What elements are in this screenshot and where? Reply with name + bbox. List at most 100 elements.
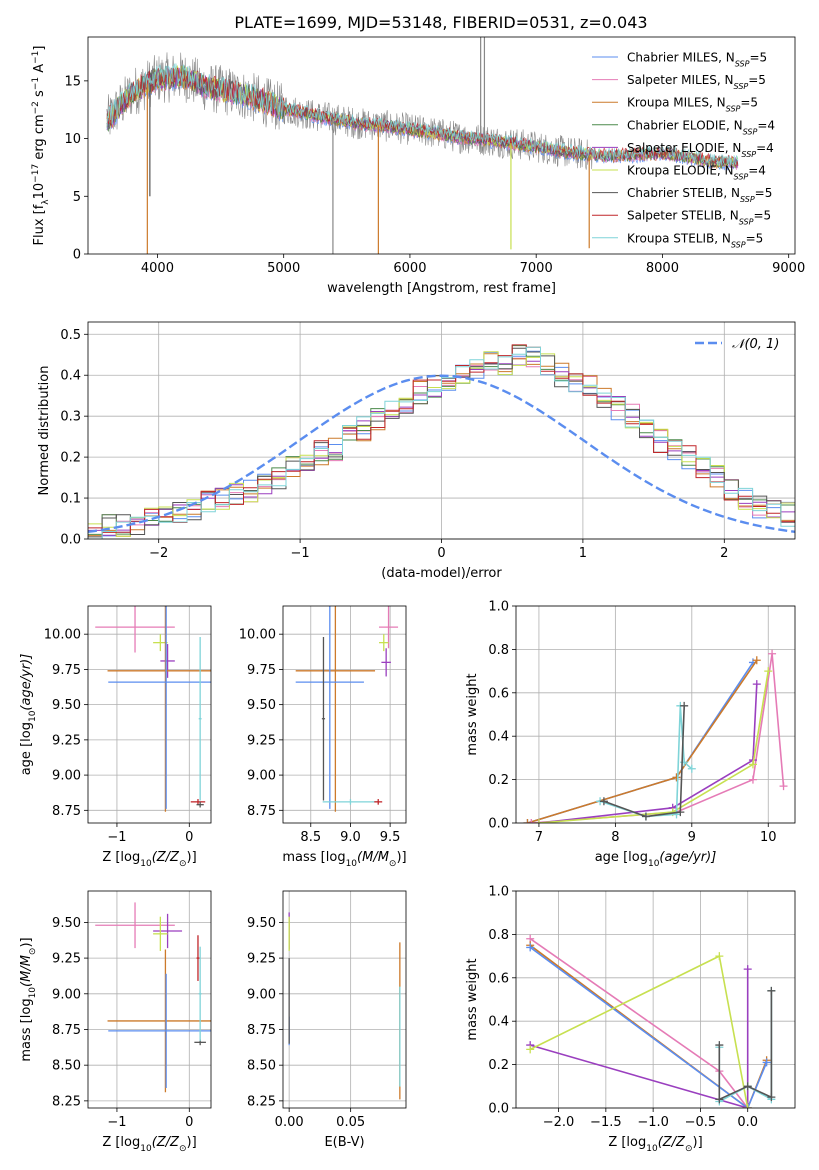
x-tick-label: −0.5 [685, 1115, 717, 1130]
label-part: SSP [740, 195, 755, 204]
label-part: Kroupa ELODIE, N [627, 164, 734, 178]
label-part: 10 [346, 859, 358, 869]
y-tick-label: 8.25 [52, 1094, 81, 1109]
y-tick-label: 9.50 [52, 698, 81, 713]
series-line [603, 705, 685, 818]
series-line [718, 990, 773, 1103]
label-part: mass [log [282, 850, 345, 865]
label-part: Salpeter ELODIE, N [627, 141, 741, 155]
label-part: −17 [31, 164, 41, 183]
x-tick-label: 9.0 [340, 830, 361, 845]
axes-residuals: −2 −1 0 1 2 0.0 0.1 0.2 0.3 0.4 0.5 (data-model)/er… [37, 321, 796, 581]
y-tick-label: 8.75 [247, 1023, 276, 1038]
y-tick-label: 9.50 [247, 698, 276, 713]
y-tick-label: 5 [73, 190, 81, 205]
grid [88, 322, 795, 540]
series-marker [752, 680, 761, 689]
label-part: )] [187, 850, 197, 865]
series-marker [748, 775, 757, 784]
series-marker [715, 1041, 724, 1050]
label-part: =5 [753, 209, 771, 223]
legend-entry: Kroupa STELIB, NSSP=5 [627, 231, 763, 249]
label-part: ⊙ [179, 859, 187, 869]
ticks: −1 0 8.75 9.00 9.25 9.50 9.75 10.00 [44, 628, 194, 845]
model-spectrum-line [106, 63, 739, 166]
label-part: 10 [646, 1144, 658, 1154]
axes-age-vs-mass: 8.5 9.0 9.5 8.75 9.00 9.25 9.50 9.75 10.00 mass [… [239, 605, 407, 869]
label-part: =4 [748, 164, 766, 178]
y-tick-label: 0.8 [488, 643, 509, 658]
x-tick-label: 1 [579, 546, 587, 561]
legend-entry: Salpeter MILES, NSSP=5 [627, 73, 766, 91]
y-tick-label: 0.0 [488, 817, 509, 832]
series-line [531, 653, 785, 823]
label-part: wavelength [Angstrom, rest frame] [327, 281, 556, 296]
axes-frame [515, 605, 796, 824]
series-marker [687, 764, 696, 773]
x-tick-label: 9000 [772, 261, 805, 276]
y-tick-label: 15 [64, 74, 81, 89]
label-part: mass weight [465, 673, 480, 755]
label-part: 10 [28, 710, 38, 722]
ticks: 4000 5000 6000 7000 8000 9000 0 5 10 15 [64, 74, 805, 276]
x-axis-label: Z [log10(Z/Z⊙)] [608, 1135, 702, 1154]
x-tick-label: −1 [107, 830, 126, 845]
label-part: )] [187, 1135, 197, 1150]
label-part: −1 [31, 51, 41, 64]
y-tick-label: 9.25 [52, 952, 81, 967]
y-tick-label: 9.25 [247, 952, 276, 967]
x-axis-label: Z [log10(Z/Z⊙)] [102, 1135, 196, 1154]
figure-title: PLATE=1699, MJD=53148, FIBERID=0531, z=0… [234, 13, 647, 32]
label-part: SSP [726, 104, 741, 113]
label-part: =5 [740, 96, 758, 110]
axes-frame [87, 605, 212, 824]
y-tick-label: 0.4 [488, 1015, 509, 1030]
axes-mass-vs-Z: −1 08.258.508.759.009.259.50Z [log10(Z/Z⊙… [19, 890, 212, 1154]
ticks: 0.00 0.05 8.25 8.50 8.75 9.00 9.25 9.50 [247, 916, 365, 1130]
series-line [529, 946, 768, 1108]
label-part: Chabrier MILES, N [627, 51, 735, 65]
axes-frame [87, 321, 796, 540]
y-axis-label: age [log10(age/yr)] [19, 654, 38, 776]
series-marker [768, 649, 777, 658]
x-axis-label: E(B-V) [324, 1135, 364, 1150]
label-part: Chabrier STELIB, N [627, 186, 740, 200]
y-tick-label: 0.5 [60, 328, 81, 343]
label-part: Salpeter MILES, N [627, 73, 734, 87]
observed-spectrum-line [106, 52, 593, 170]
x-axis-label: wavelength [Angstrom, rest frame] [327, 281, 556, 296]
y-tick-label: 0.8 [488, 928, 509, 943]
y-tick-label: 0.0 [488, 1102, 509, 1117]
series-line [538, 684, 758, 823]
x-tick-label: 9.5 [380, 830, 401, 845]
y-tick-label: 0.6 [488, 686, 509, 701]
x-tick-label: 0 [437, 546, 445, 561]
x-tick-label: 2 [720, 546, 728, 561]
label-part: ⊙ [389, 859, 397, 869]
label-part: SSP [731, 240, 746, 249]
label-part: ⊙ [179, 1144, 187, 1154]
label-part: =5 [748, 73, 766, 87]
series-marker [767, 986, 776, 995]
series-marker [762, 1058, 771, 1067]
legend-entry: Chabrier ELODIE, NSSP=4 [627, 118, 775, 136]
x-axis-label: mass [log10(M/M⊙)] [282, 850, 406, 869]
series-marker [527, 819, 536, 823]
legend: 𝒩(0, 1) [695, 337, 779, 352]
ticks: −2.0 −1.5 −1.0 −0.5 0.0 0.0 0.2 0.4 0.6 0.8 1.0 [488, 885, 758, 1131]
series-marker [526, 1045, 535, 1054]
y-tick-label: 0.3 [60, 410, 81, 425]
y-tick-label: 8.50 [247, 1059, 276, 1074]
y-tick-label: 0.2 [60, 451, 81, 466]
series-marker [767, 1093, 776, 1102]
series-line [529, 944, 768, 1108]
label-part: mass [log [19, 998, 34, 1061]
series-marker [779, 782, 788, 791]
y-tick-label: 0.2 [488, 773, 509, 788]
series-line [718, 990, 773, 1101]
label-part: SSP [734, 172, 749, 181]
label-part: ] [32, 46, 47, 51]
x-tick-label: −1 [107, 1115, 126, 1130]
y-tick-label: 8.75 [52, 804, 81, 819]
